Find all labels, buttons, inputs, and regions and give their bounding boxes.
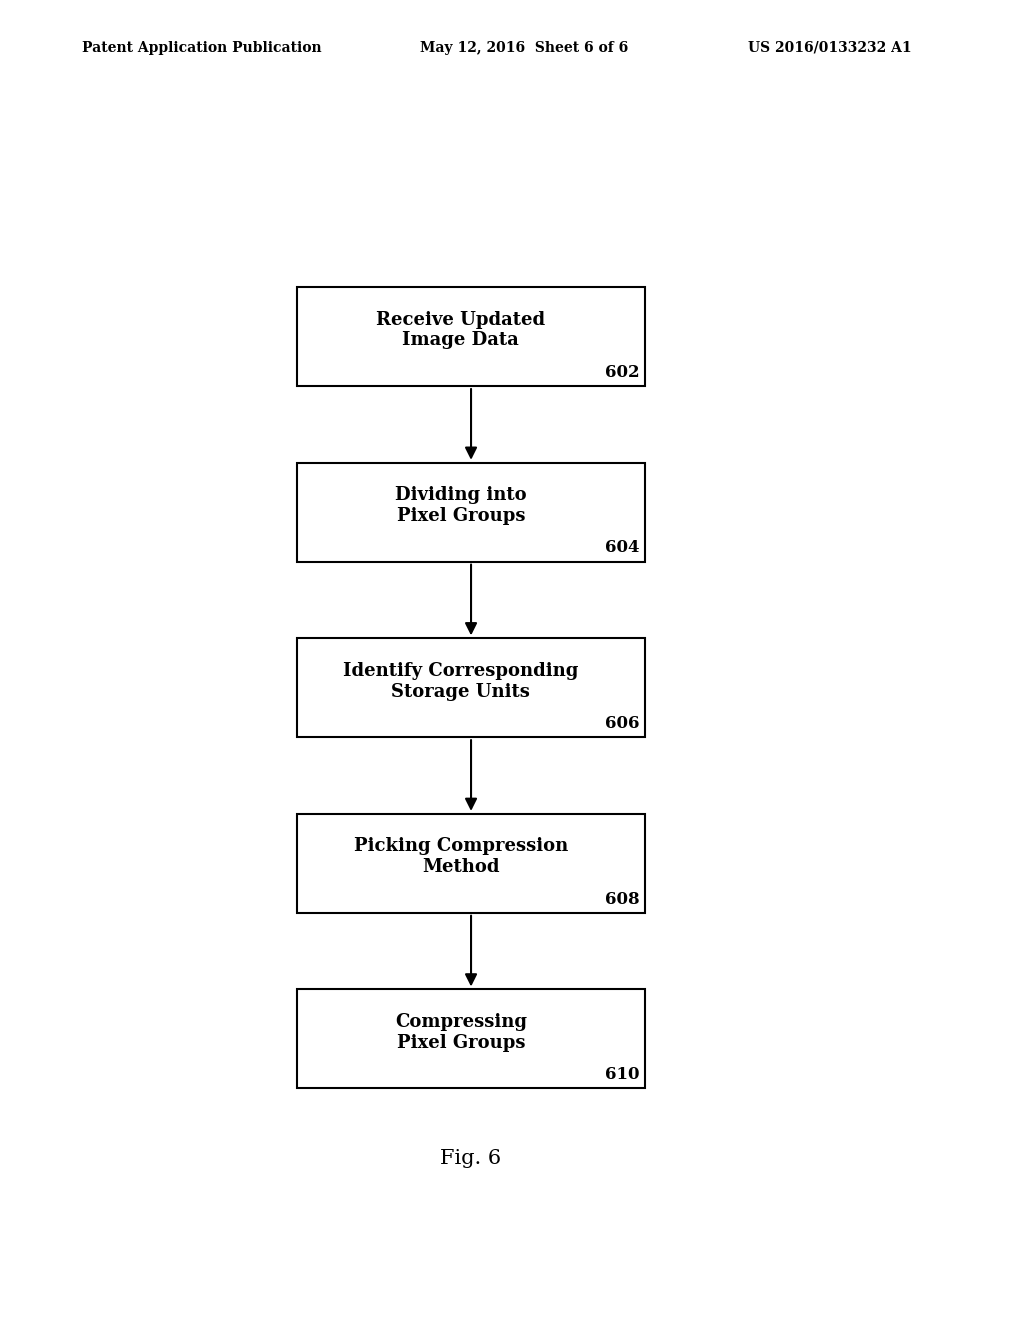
Text: Patent Application Publication: Patent Application Publication <box>82 41 322 54</box>
Text: US 2016/0133232 A1: US 2016/0133232 A1 <box>748 41 911 54</box>
Text: 610: 610 <box>605 1067 640 1082</box>
FancyBboxPatch shape <box>297 463 645 562</box>
FancyBboxPatch shape <box>297 639 645 737</box>
Text: 608: 608 <box>605 891 640 908</box>
Text: 606: 606 <box>605 715 640 731</box>
Text: Dividing into
Pixel Groups: Dividing into Pixel Groups <box>395 486 526 525</box>
Text: Fig. 6: Fig. 6 <box>440 1150 502 1168</box>
Text: 602: 602 <box>605 364 640 380</box>
FancyBboxPatch shape <box>297 288 645 385</box>
FancyBboxPatch shape <box>297 813 645 913</box>
FancyBboxPatch shape <box>297 990 645 1088</box>
Text: May 12, 2016  Sheet 6 of 6: May 12, 2016 Sheet 6 of 6 <box>420 41 628 54</box>
Text: 604: 604 <box>605 540 640 557</box>
Text: Receive Updated
Image Data: Receive Updated Image Data <box>376 310 546 350</box>
Text: Compressing
Pixel Groups: Compressing Pixel Groups <box>395 1012 526 1052</box>
Text: Picking Compression
Method: Picking Compression Method <box>353 837 568 876</box>
Text: Identify Corresponding
Storage Units: Identify Corresponding Storage Units <box>343 661 579 701</box>
